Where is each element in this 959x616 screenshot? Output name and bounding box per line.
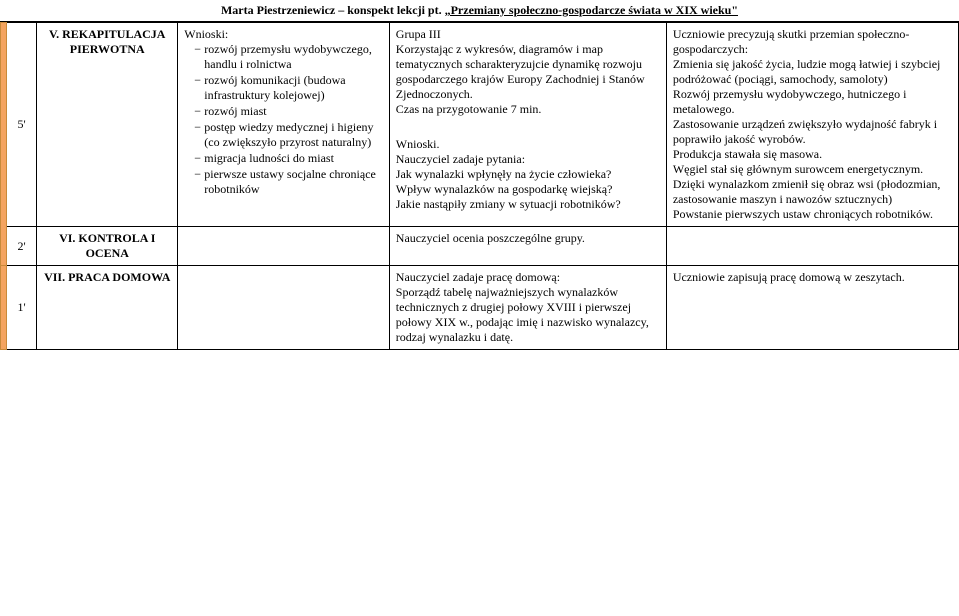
content-item: rozwój miast [194, 104, 383, 119]
header-title: „Przemiany społeczno-gospodarcze świata … [445, 3, 738, 17]
time-cell: 2' [7, 227, 37, 266]
time-cell: 5' [7, 23, 37, 227]
results-cell: Uczniowie precyzują skutki przemian społ… [666, 23, 958, 227]
time-value: 2' [18, 239, 26, 253]
lesson-table: 5' V. REKAPITULACJA PIERWOTNA Wnioski: r… [0, 22, 959, 350]
results-cell [666, 227, 958, 266]
phase-label: VI. KONTROLA I OCENA [59, 231, 155, 260]
time-cell: 1' [7, 266, 37, 350]
table-row: 1' VII. PRACA DOMOWA Nauczyciel zadaje p… [1, 266, 959, 350]
phase-label: V. REKAPITULACJA PIERWOTNA [49, 27, 165, 56]
content-item: pierwsze ustawy socjalne chroniące robot… [194, 167, 383, 197]
content-cell: Wnioski: rozwój przemysłu wydobywczego, … [178, 23, 390, 227]
activity-cell: Nauczyciel zadaje pracę domową: Sporządź… [389, 266, 666, 350]
activity-cell: Wnioski. Nauczyciel zadaje pytania: Jak … [389, 133, 666, 227]
header-author: Marta Piestrzeniewicz – konspekt lekcji … [221, 3, 442, 17]
activity-body: Nauczyciel ocenia poszczególne grupy. [396, 231, 660, 246]
results-text: Uczniowie precyzują skutki przemian społ… [673, 27, 952, 222]
content-cell [178, 266, 390, 350]
phase-label: VII. PRACA DOMOWA [44, 270, 170, 284]
content-label: Wnioski: [184, 27, 228, 41]
content-cell [178, 227, 390, 266]
results-cell: Uczniowie zapisują pracę domową w zeszyt… [666, 266, 958, 350]
results-text: Uczniowie zapisują pracę domową w zeszyt… [673, 270, 952, 285]
activity-pre: Grupa III Korzystając z wykresów, diagra… [396, 27, 660, 117]
activity-body: Nauczyciel zadaje pracę domową: Sporządź… [396, 270, 660, 345]
phase-cell: VII. PRACA DOMOWA [37, 266, 178, 350]
time-value: 5' [18, 117, 26, 131]
content-item: migracja ludności do miast [194, 151, 383, 166]
page-header: Marta Piestrzeniewicz – konspekt lekcji … [0, 0, 959, 22]
phase-cell: VI. KONTROLA I OCENA [37, 227, 178, 266]
content-item: postęp wiedzy medycznej i higieny (co zw… [194, 120, 383, 150]
activity-label: Wnioski. [396, 137, 440, 151]
content-list: rozwój przemysłu wydobywczego, handlu i … [184, 42, 383, 197]
activity-cell: Nauczyciel ocenia poszczególne grupy. [389, 227, 666, 266]
table-row: 2' VI. KONTROLA I OCENA Nauczyciel oceni… [1, 227, 959, 266]
table-row: 5' V. REKAPITULACJA PIERWOTNA Wnioski: r… [1, 23, 959, 133]
activity-pre-cell: Grupa III Korzystając z wykresów, diagra… [389, 23, 666, 133]
content-item: rozwój komunikacji (budowa infrastruktur… [194, 73, 383, 103]
phase-cell: V. REKAPITULACJA PIERWOTNA [37, 23, 178, 227]
activity-body: Nauczyciel zadaje pytania: Jak wynalazki… [396, 152, 660, 212]
time-value: 1' [18, 300, 26, 314]
content-item: rozwój przemysłu wydobywczego, handlu i … [194, 42, 383, 72]
